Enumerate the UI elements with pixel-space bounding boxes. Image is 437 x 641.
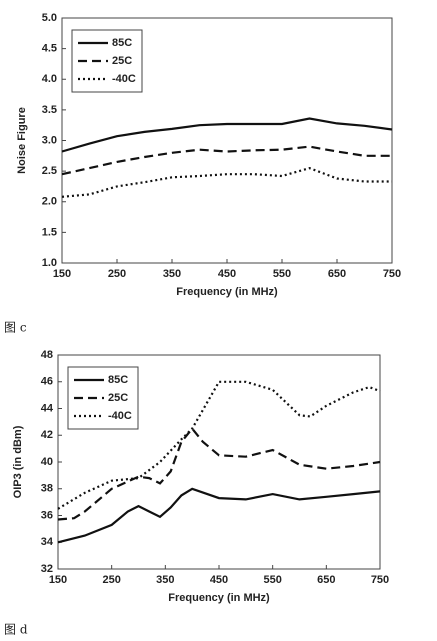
y-tick-label: 1.5 [42,226,57,238]
series-line [61,117,393,153]
y-tick-label: 3.0 [42,134,57,146]
y-tick-label: 48 [41,349,53,361]
series-line [61,145,392,176]
y-tick-label: 40 [41,456,53,468]
x-tick-label: 350 [156,574,174,586]
x-axis-label: Frequency (in MHz) [168,592,270,604]
y-tick-label: 42 [41,429,53,441]
x-tick-label: 650 [328,268,346,280]
x-tick-label: 550 [273,268,291,280]
y-tick-label: 4.5 [42,43,57,55]
y-tick-label: 4.0 [42,73,57,85]
legend-label: 25C [108,392,128,404]
y-tick-label: 44 [41,402,54,414]
y-axis-label: Noise Figure [16,107,28,174]
y-tick-label: 2.0 [42,196,57,208]
y-tick-label: 36 [41,509,53,521]
x-tick-label: 750 [371,574,389,586]
y-tick-label: 1.0 [42,257,57,269]
y-tick-label: 2.5 [42,165,57,177]
legend-label: -40C [108,410,132,422]
series-line [57,380,381,510]
x-tick-label: 750 [383,268,401,280]
x-tick-label: 350 [163,268,181,280]
caption: 图 d [4,623,28,637]
y-tick-label: 34 [41,536,54,548]
series-line [61,166,392,198]
x-axis-label: Frequency (in MHz) [176,286,278,298]
y-tick-label: 38 [41,483,53,495]
y-tick-label: 3.5 [42,104,57,116]
x-tick-label: 150 [53,268,71,280]
x-tick-label: 550 [263,574,281,586]
legend-label: 85C [112,37,132,49]
x-tick-label: 650 [317,574,335,586]
series-line [57,487,381,544]
y-axis-label: OIP3 (in dBm) [12,425,24,498]
y-tick-label: 46 [41,376,53,388]
y-tick-label: 32 [41,563,53,575]
caption: 图 c [4,321,27,335]
series-line [57,426,381,521]
legend-label: 85C [108,374,128,386]
x-tick-label: 150 [49,574,67,586]
x-tick-label: 450 [218,268,236,280]
legend-label: -40C [112,73,136,85]
x-tick-label: 450 [210,574,228,586]
y-tick-label: 5.0 [42,12,57,24]
legend-label: 25C [112,55,132,67]
x-tick-label: 250 [102,574,120,586]
x-tick-label: 250 [108,268,126,280]
